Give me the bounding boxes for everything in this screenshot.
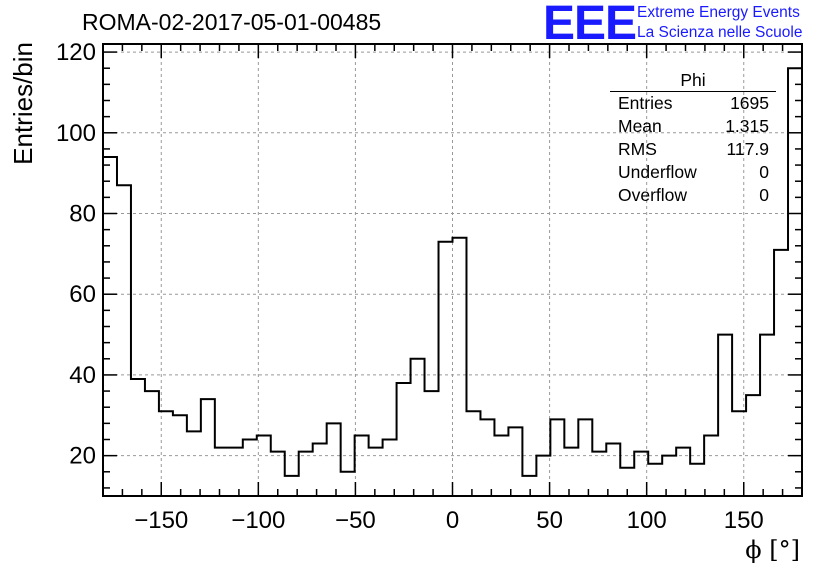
histogram-bin <box>480 419 494 496</box>
histogram-bin <box>369 448 383 496</box>
x-tick-label: 50 <box>536 507 563 534</box>
histogram-bin <box>131 379 145 496</box>
histogram-bin <box>494 435 508 496</box>
histogram-bin <box>536 456 550 496</box>
stats-row: Underflow 0 <box>610 161 776 184</box>
histogram-bin <box>243 440 257 497</box>
histogram-bin <box>522 476 536 496</box>
stats-row: RMS 117.9 <box>610 138 776 161</box>
stats-value: 1.315 <box>725 116 769 136</box>
histogram-bin <box>648 464 662 496</box>
histogram-bin <box>201 399 215 496</box>
stats-label: Mean <box>618 116 662 136</box>
stats-value: 0 <box>759 185 769 205</box>
x-tick-label: 0 <box>446 507 459 534</box>
histogram-outline <box>103 67 802 477</box>
stats-row: Entries 1695 <box>610 92 776 115</box>
stats-label: Underflow <box>618 162 697 182</box>
histogram-bin <box>327 423 341 496</box>
histogram-bin <box>453 238 467 496</box>
histogram-bin <box>117 185 131 496</box>
logo-subtitle-2: La Scienza nelle Scuole <box>637 24 803 41</box>
stats-label: Entries <box>618 93 673 113</box>
y-tick-label: 60 <box>69 281 96 308</box>
histogram-bin <box>746 395 760 496</box>
histogram-bin <box>355 435 369 496</box>
histogram-bin <box>760 335 774 496</box>
histogram-bin <box>564 448 578 496</box>
x-tick-label: 150 <box>724 507 764 534</box>
histogram-bin <box>145 391 159 496</box>
histogram-bin <box>439 242 453 496</box>
y-tick-label: 100 <box>56 120 96 147</box>
stats-value: 1695 <box>730 93 769 113</box>
stats-rows: Entries 1695 Mean 1.315 RMS 117.9 Underflow 0 Ov… <box>610 92 776 207</box>
histogram-bin <box>425 391 439 496</box>
histogram-bin <box>508 427 522 496</box>
y-tick-label: 40 <box>69 362 96 389</box>
histogram-bin <box>187 431 201 496</box>
stats-title: Phi <box>610 70 776 92</box>
logo-subtitle-1: Extreme Energy Events <box>637 4 800 21</box>
histogram-bin <box>299 452 313 496</box>
histogram-bin <box>341 472 355 496</box>
histogram-bin <box>606 444 620 496</box>
x-tick-label: −50 <box>335 507 376 534</box>
histogram-bin <box>173 415 187 496</box>
x-tick-label: −150 <box>134 507 188 534</box>
y-axis-label: Entries/bin <box>8 42 38 165</box>
x-tick-label: −100 <box>231 507 285 534</box>
y-tick-label: 20 <box>69 443 96 470</box>
stats-label: RMS <box>618 139 657 159</box>
x-axis-label: ϕ [°] <box>745 536 800 564</box>
histogram-bin <box>411 359 425 496</box>
histogram-bin <box>466 411 480 496</box>
histogram-bin <box>718 335 732 496</box>
stats-row: Overflow 0 <box>610 184 776 207</box>
histogram-bin <box>676 448 690 496</box>
y-tick-label: 80 <box>69 201 96 228</box>
chart-title: ROMA-02-2017-05-01-00485 <box>82 9 382 35</box>
histogram-bin <box>690 464 704 496</box>
stats-row: Mean 1.315 <box>610 115 776 138</box>
x-tick-label: 100 <box>627 507 667 534</box>
histogram-bin <box>578 419 592 496</box>
histogram-bin <box>397 383 411 496</box>
histogram-bin <box>313 444 327 496</box>
histogram-bin <box>550 419 564 496</box>
histogram-bin <box>229 448 243 496</box>
stats-value: 117.9 <box>726 139 770 159</box>
histogram-bin <box>215 448 229 496</box>
histogram-bin <box>774 250 788 496</box>
histogram-bin <box>383 440 397 497</box>
y-tick-label: 120 <box>56 39 96 66</box>
histogram-bin <box>592 452 606 496</box>
stats-box: Phi Entries 1695 Mean 1.315 RMS 117.9 Underflo… <box>610 70 776 207</box>
stats-value: 0 <box>759 162 769 182</box>
histogram-bin <box>704 435 718 496</box>
histogram-bin <box>662 456 676 496</box>
stats-label: Overflow <box>618 185 688 205</box>
eee-logo: EEE <box>543 0 637 50</box>
